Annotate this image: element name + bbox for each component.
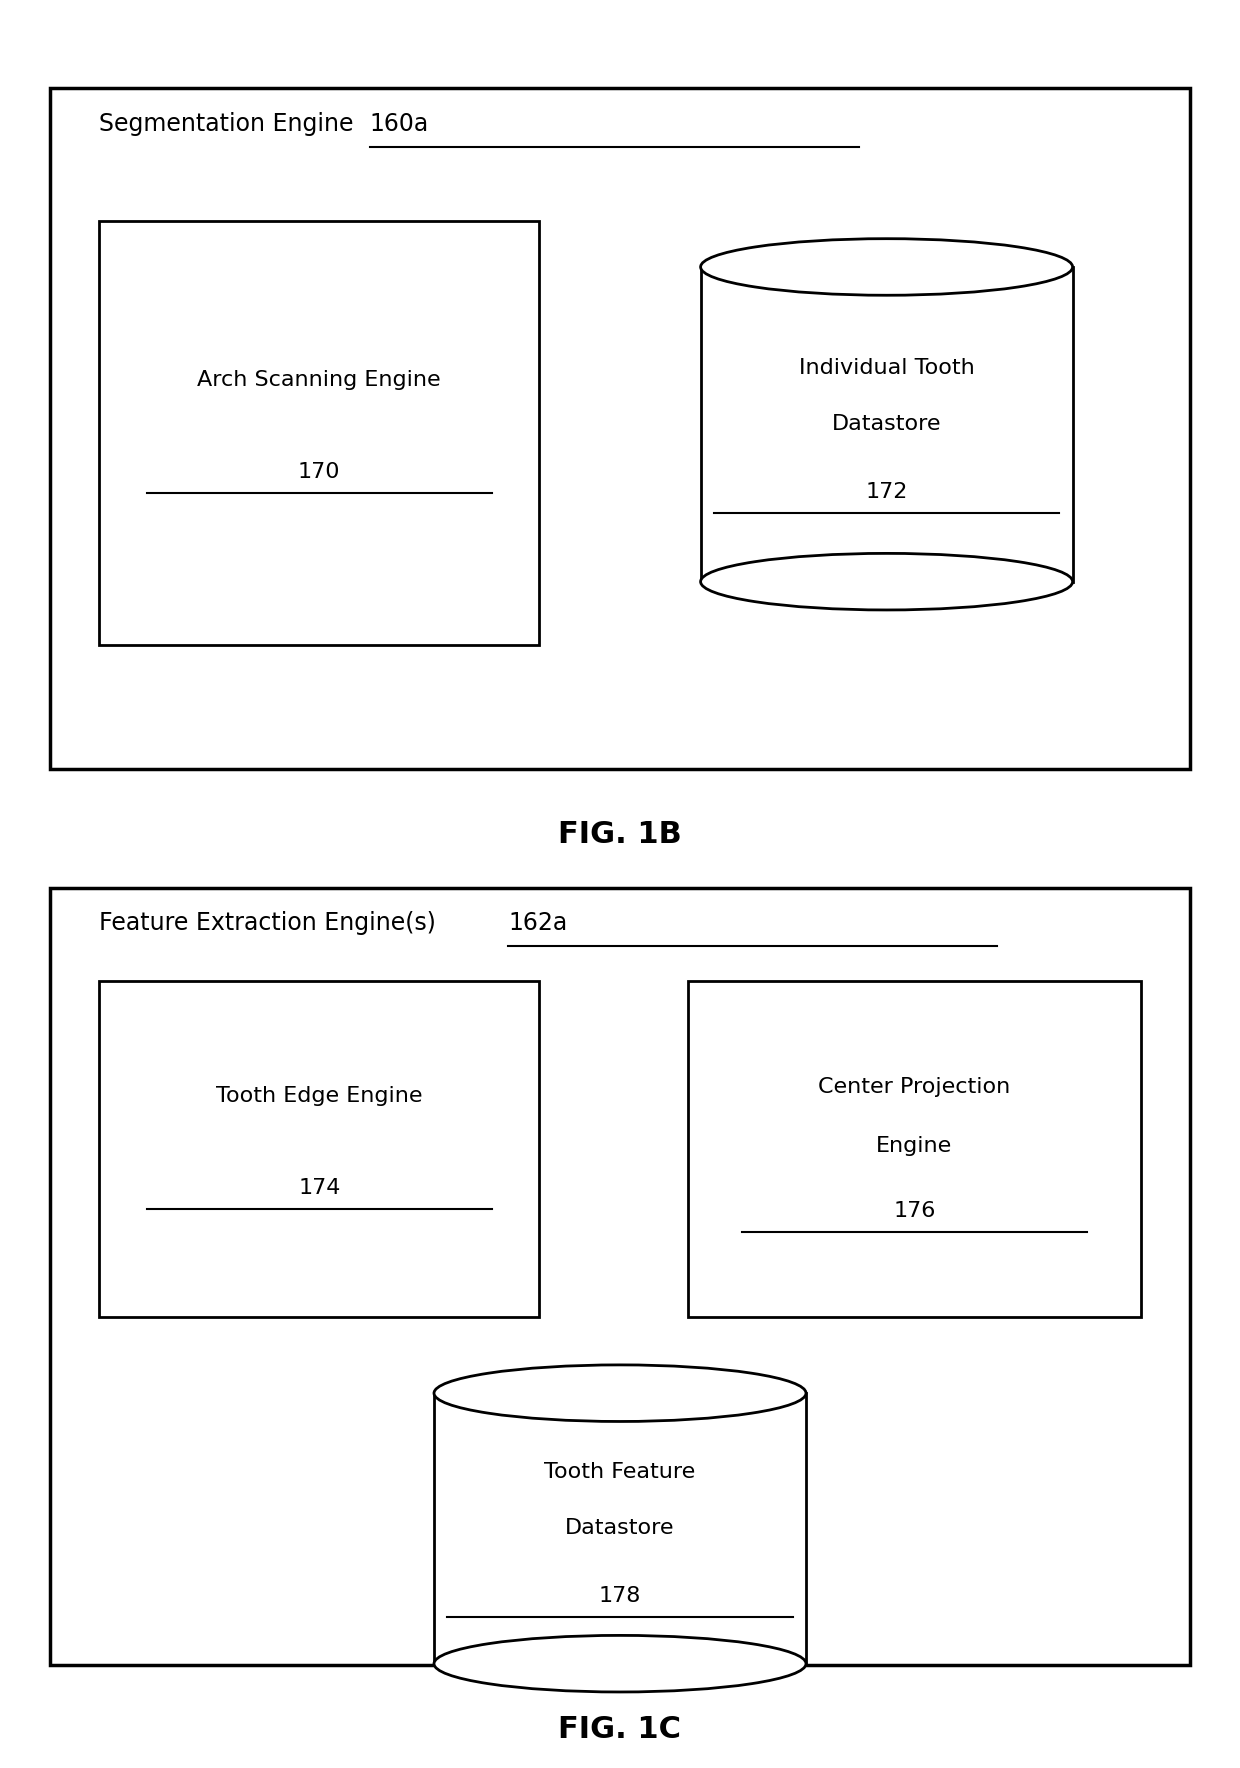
Bar (688, 981, 1141, 1317)
Ellipse shape (701, 239, 1073, 295)
Text: 176: 176 (893, 1200, 936, 1222)
Bar (701, 267, 1073, 582)
Ellipse shape (434, 1365, 806, 1421)
Text: Engine: Engine (877, 1135, 952, 1156)
Text: Feature Extraction Engine(s): Feature Extraction Engine(s) (99, 911, 451, 935)
Ellipse shape (701, 553, 1073, 610)
Text: Datastore: Datastore (565, 1519, 675, 1538)
Bar (99, 221, 539, 645)
Ellipse shape (434, 1635, 806, 1692)
Text: Tooth Edge Engine: Tooth Edge Engine (216, 1086, 423, 1107)
Text: 170: 170 (298, 461, 341, 483)
Bar (50, 888, 1190, 1665)
Bar (434, 1393, 806, 1664)
Text: Arch Scanning Engine: Arch Scanning Engine (197, 370, 441, 391)
Text: 172: 172 (866, 481, 908, 502)
Text: 174: 174 (298, 1177, 341, 1199)
Text: FIG. 1B: FIG. 1B (558, 820, 682, 849)
Text: Center Projection: Center Projection (818, 1077, 1011, 1098)
Text: Individual Tooth: Individual Tooth (799, 357, 975, 378)
Bar (50, 88, 1190, 769)
Text: 178: 178 (599, 1586, 641, 1605)
Text: Segmentation Engine: Segmentation Engine (99, 111, 368, 136)
Bar (99, 981, 539, 1317)
Text: Datastore: Datastore (832, 414, 941, 435)
Text: Tooth Feature: Tooth Feature (544, 1462, 696, 1482)
Text: FIG. 1C: FIG. 1C (558, 1715, 682, 1743)
Text: 160a: 160a (370, 111, 429, 136)
Text: 162a: 162a (508, 911, 568, 935)
